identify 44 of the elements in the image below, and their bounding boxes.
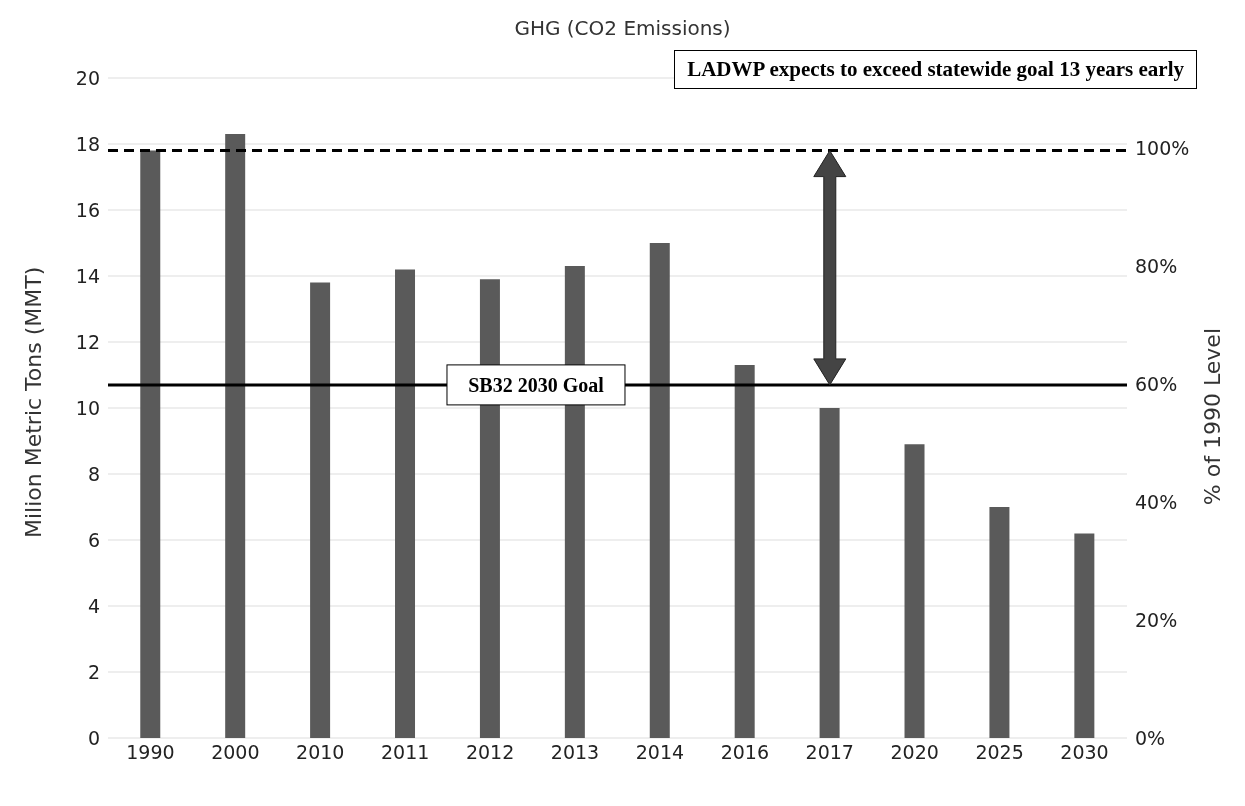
- y2-tick-label: 80%: [1135, 255, 1178, 278]
- x-tick-label: 2012: [465, 741, 515, 764]
- y2-axis-title: % of 1990 Level: [1199, 328, 1225, 506]
- bar: [734, 365, 755, 738]
- x-tick-label: 2016: [720, 741, 770, 764]
- y2-tick-label: 60%: [1135, 373, 1178, 396]
- y-tick-label: 12: [75, 330, 100, 353]
- y2-tick-label: 0%: [1135, 726, 1166, 749]
- x-tick-label: 1990: [126, 741, 175, 764]
- chart-title: GHG (CO2 Emissions): [513, 16, 732, 40]
- bar: [819, 408, 840, 738]
- x-tick-label: 2020: [890, 741, 939, 764]
- bar: [904, 444, 925, 738]
- y2-tick-label: 40%: [1135, 491, 1178, 514]
- x-tick-label: 2030: [1060, 741, 1109, 764]
- y-tick-label: 18: [75, 132, 100, 155]
- bar: [1074, 533, 1095, 738]
- x-tick-label: 2017: [805, 741, 854, 764]
- bar: [395, 269, 416, 738]
- bar: [140, 150, 161, 738]
- x-tick-label: 2010: [296, 741, 345, 764]
- y-tick-label: 20: [75, 66, 100, 89]
- x-tick-label: 2013: [550, 741, 600, 764]
- y-tick-label: 8: [87, 462, 100, 485]
- x-tick-label: 2025: [975, 741, 1024, 764]
- y2-tick-label: 100%: [1135, 137, 1190, 160]
- x-tick-label: 2014: [635, 741, 685, 764]
- x-tick-label: 2011: [381, 741, 430, 764]
- y2-tick-label: 20%: [1135, 608, 1178, 631]
- y-tick-label: 10: [75, 396, 100, 419]
- bar: [989, 507, 1010, 738]
- bar: [225, 134, 246, 738]
- bar: [310, 282, 331, 738]
- y-tick-label: 6: [87, 528, 100, 551]
- y-tick-label: 16: [75, 198, 100, 221]
- ref-line-label: SB32 2030 Goal: [468, 373, 605, 396]
- x-tick-label: 2000: [211, 741, 260, 764]
- y-tick-label: 14: [75, 264, 100, 287]
- bar: [649, 243, 670, 738]
- annotation: LADWP expects to exceed statewide goal 13 years early: [674, 50, 1197, 89]
- y-tick-label: 2: [87, 660, 100, 683]
- y-axis-title: Milion Metric Tons (MMT): [20, 266, 46, 538]
- y-tick-label: 0: [87, 726, 100, 749]
- y-tick-label: 4: [87, 594, 100, 617]
